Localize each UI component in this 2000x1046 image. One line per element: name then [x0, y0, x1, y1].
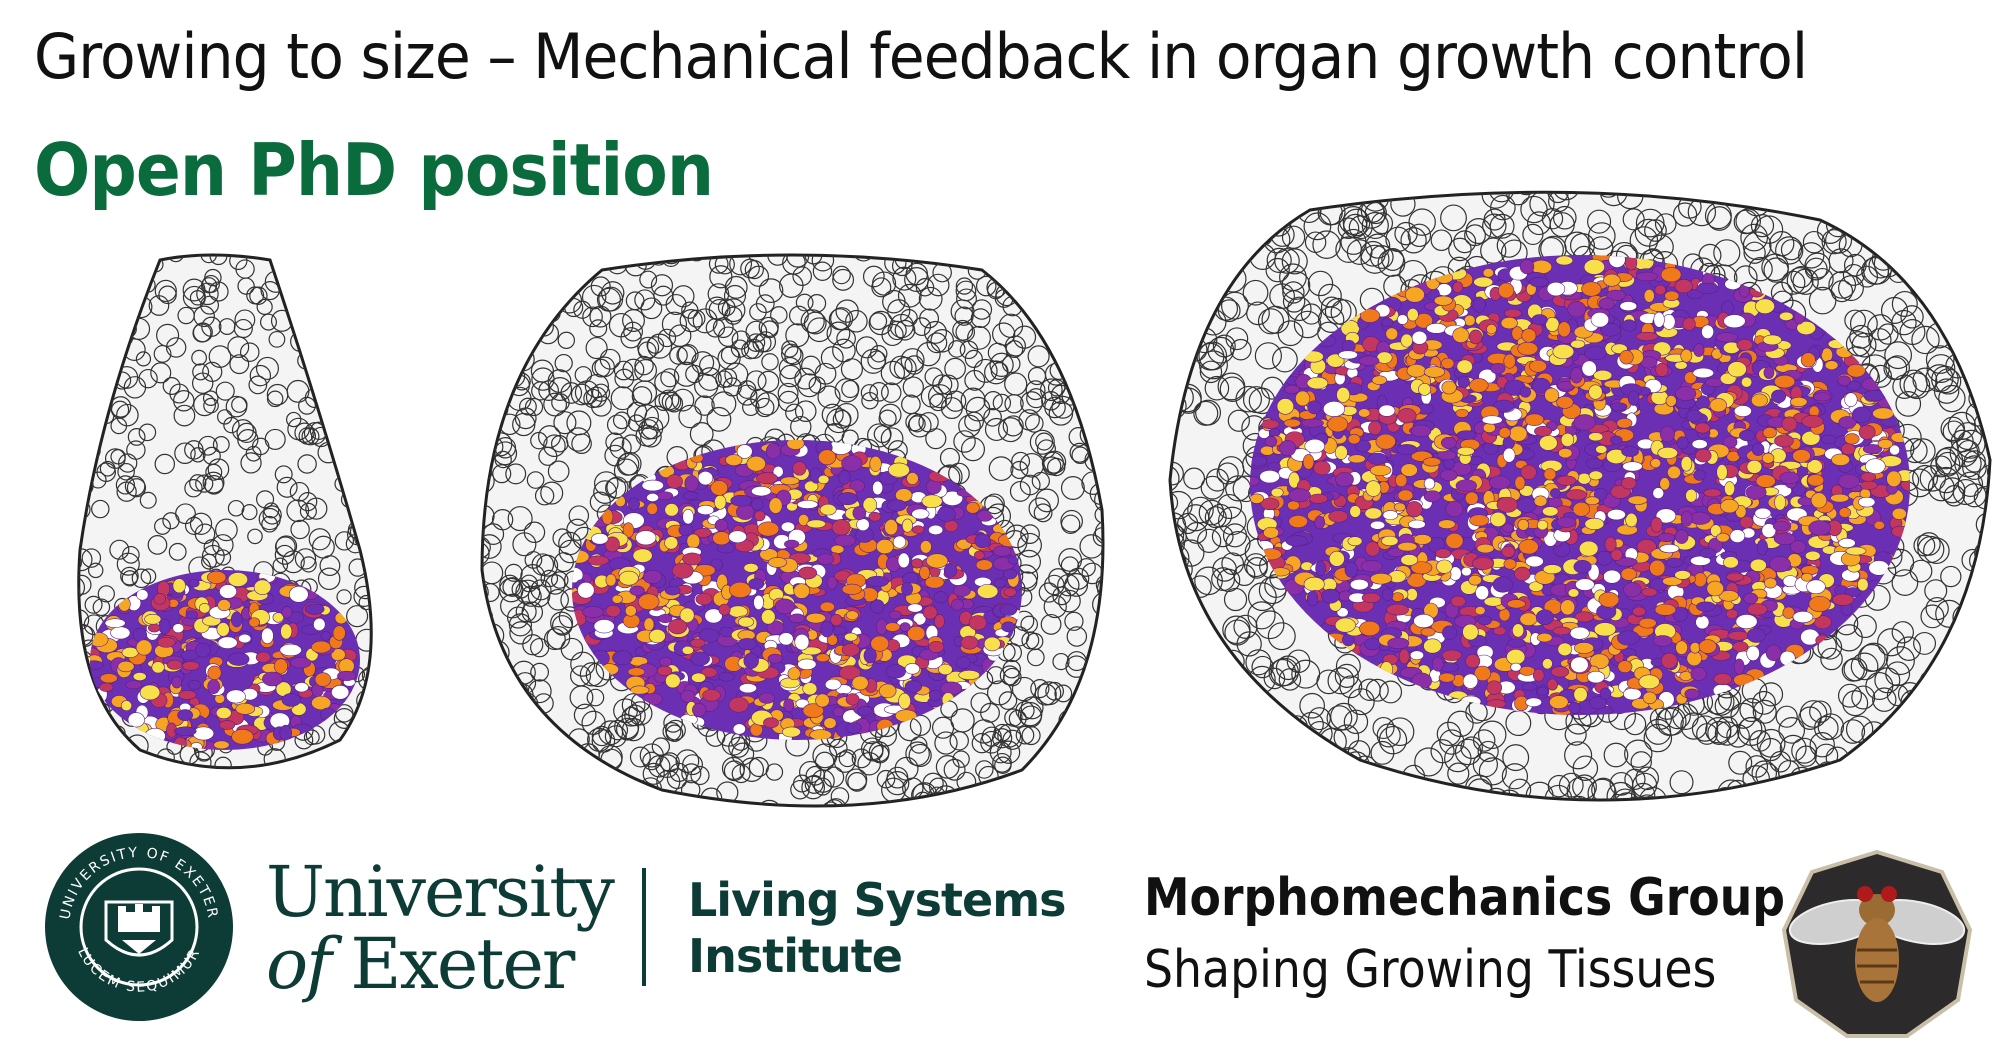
mid-disc-icon	[480, 253, 1105, 808]
university-name: University of Exeter	[266, 851, 615, 1000]
page-title: Growing to size – Mechanical feedback in…	[34, 20, 1808, 93]
group-tagline: Shaping Growing Tissues	[1144, 940, 1717, 1000]
position-subtitle: Open PhD position	[34, 128, 714, 212]
institute-name: Living Systems Institute	[688, 872, 1067, 984]
group-name: Morphomechanics Group	[1144, 868, 1786, 928]
early-disc-icon	[77, 253, 373, 770]
institute-line2: Institute	[688, 929, 903, 983]
university-name-line1: University	[266, 851, 615, 933]
university-seal-icon: UNIVERSITY OF EXETER LUCEM SEQUIMUR	[45, 833, 233, 1021]
late-disc-icon	[1168, 190, 1992, 802]
logo-divider	[642, 868, 646, 986]
fly-logo-icon	[1782, 850, 1972, 1038]
university-name-of: of	[266, 923, 332, 1005]
university-name-exeter: Exeter	[350, 923, 575, 1005]
institute-line1: Living Systems	[688, 873, 1067, 927]
